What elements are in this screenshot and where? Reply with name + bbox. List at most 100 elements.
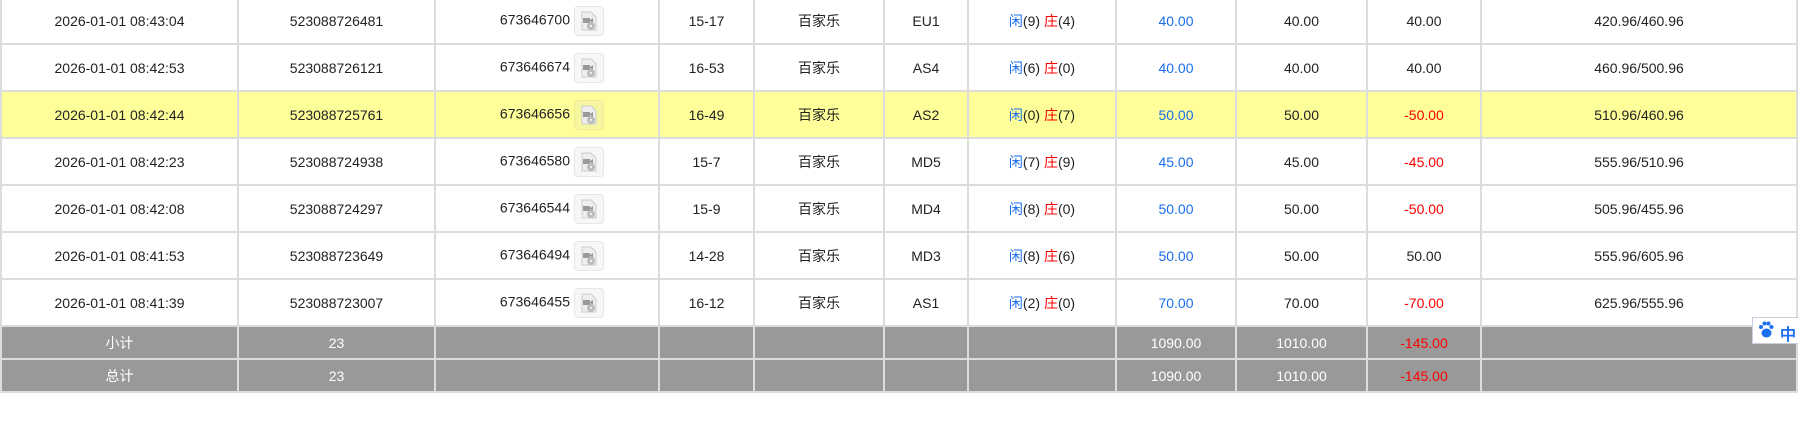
balance-change: 505.96/455.96 <box>1480 184 1798 233</box>
player-score: (6) <box>1022 59 1041 76</box>
bet-id: 523088723649 <box>237 231 436 280</box>
balance-change: 460.96/500.96 <box>1480 43 1798 92</box>
balance-change: 555.96/510.96 <box>1480 137 1798 186</box>
total-valid: 1010.00 <box>1235 358 1368 393</box>
baidu-paw-icon <box>1758 321 1774 344</box>
banker-score: (0) <box>1057 59 1076 76</box>
subtotal-count: 23 <box>237 325 436 360</box>
win-loss: -50.00 <box>1366 90 1482 139</box>
table-name: MD4 <box>883 184 969 233</box>
round-cell: 673646580 <box>434 137 660 186</box>
game-result: 闲(6) 庄(0) <box>967 43 1117 92</box>
win-loss: -70.00 <box>1366 278 1482 327</box>
balance-change: 625.96/555.96 <box>1480 278 1798 327</box>
player-label: 闲 <box>1008 294 1023 311</box>
game-result: 闲(8) 庄(6) <box>967 231 1117 280</box>
subtotal-valid: 1010.00 <box>1235 325 1368 360</box>
balance-change: 420.96/460.96 <box>1480 0 1798 45</box>
bet-amount: 40.00 <box>1115 43 1237 92</box>
subtotal-bet: 1090.00 <box>1115 325 1237 360</box>
table-name: MD5 <box>883 137 969 186</box>
table-row: 2026-01-01 08:41:53 523088723649 673646494… <box>0 231 1798 280</box>
banker-score: (4) <box>1057 12 1076 29</box>
player-label: 闲 <box>1008 59 1023 76</box>
round-id: 673646455 <box>499 293 570 310</box>
round-cell: 673646674 <box>434 43 660 92</box>
ime-indicator[interactable]: 中 <box>1752 317 1798 344</box>
player-score: (8) <box>1022 200 1041 217</box>
video-replay-icon[interactable] <box>574 240 604 271</box>
game-name: 百家乐 <box>753 0 885 45</box>
win-loss: -50.00 <box>1366 184 1482 233</box>
video-replay-icon[interactable] <box>574 193 604 224</box>
win-loss: -45.00 <box>1366 137 1482 186</box>
total-row: 总计 23 1090.00 1010.00 -145.00 <box>0 358 1798 393</box>
total-label: 总计 <box>0 358 239 393</box>
bet-time: 2026-01-01 08:41:39 <box>0 278 239 327</box>
banker-score: (7) <box>1057 106 1076 123</box>
video-replay-icon[interactable] <box>574 5 604 36</box>
player-score: (7) <box>1022 153 1041 170</box>
valid-bet: 50.00 <box>1235 90 1368 139</box>
table-name: AS4 <box>883 43 969 92</box>
player-label: 闲 <box>1008 12 1023 29</box>
game-name: 百家乐 <box>753 137 885 186</box>
round-id: 673646674 <box>499 58 570 75</box>
bet-id: 523088724938 <box>237 137 436 186</box>
bet-id: 523088724297 <box>237 184 436 233</box>
bet-amount: 50.00 <box>1115 231 1237 280</box>
valid-bet: 40.00 <box>1235 0 1368 45</box>
player-score: (0) <box>1022 106 1041 123</box>
table-row: 2026-01-01 08:42:23 523088724938 673646580… <box>0 137 1798 186</box>
round-id: 673646656 <box>499 105 570 122</box>
win-loss: 50.00 <box>1366 231 1482 280</box>
table-row: 2026-01-01 08:41:39 523088723007 673646455… <box>0 278 1798 327</box>
bet-amount: 50.00 <box>1115 184 1237 233</box>
shoe-number: 14-28 <box>658 231 755 280</box>
round-cell: 673646544 <box>434 184 660 233</box>
round-cell: 673646656 <box>434 90 660 139</box>
player-score: (9) <box>1022 12 1041 29</box>
banker-label: 庄 <box>1043 59 1058 76</box>
total-win: -145.00 <box>1366 358 1482 393</box>
player-label: 闲 <box>1008 247 1023 264</box>
total-count: 23 <box>237 358 436 393</box>
bet-time: 2026-01-01 08:42:53 <box>0 43 239 92</box>
shoe-number: 15-7 <box>658 137 755 186</box>
subtotal-row: 小计 23 1090.00 1010.00 -145.00 <box>0 325 1798 360</box>
table-row: 2026-01-01 08:42:53 523088726121 673646674… <box>0 43 1798 92</box>
video-replay-icon[interactable] <box>574 99 604 130</box>
bet-id: 523088726481 <box>237 0 436 45</box>
player-score: (8) <box>1022 247 1041 264</box>
game-result: 闲(2) 庄(0) <box>967 278 1117 327</box>
game-name: 百家乐 <box>753 231 885 280</box>
table-name: AS1 <box>883 278 969 327</box>
bet-id: 523088723007 <box>237 278 436 327</box>
win-loss: 40.00 <box>1366 0 1482 45</box>
valid-bet: 45.00 <box>1235 137 1368 186</box>
balance-change: 555.96/605.96 <box>1480 231 1798 280</box>
valid-bet: 70.00 <box>1235 278 1368 327</box>
video-replay-icon[interactable] <box>574 146 604 177</box>
shoe-number: 16-49 <box>658 90 755 139</box>
video-replay-icon[interactable] <box>574 52 604 83</box>
shoe-number: 15-17 <box>658 0 755 45</box>
banker-label: 庄 <box>1043 294 1058 311</box>
valid-bet: 50.00 <box>1235 231 1368 280</box>
game-result: 闲(7) 庄(9) <box>967 137 1117 186</box>
video-replay-icon[interactable] <box>574 287 604 318</box>
bet-amount: 40.00 <box>1115 0 1237 45</box>
player-score: (2) <box>1022 294 1041 311</box>
banker-score: (0) <box>1057 200 1076 217</box>
table-name: AS2 <box>883 90 969 139</box>
subtotal-label: 小计 <box>0 325 239 360</box>
shoe-number: 16-12 <box>658 278 755 327</box>
player-label: 闲 <box>1008 200 1023 217</box>
bet-id: 523088725761 <box>237 90 436 139</box>
round-cell: 673646455 <box>434 278 660 327</box>
ime-mode-label: 中 <box>1780 327 1797 344</box>
game-name: 百家乐 <box>753 90 885 139</box>
bet-time: 2026-01-01 08:43:04 <box>0 0 239 45</box>
game-name: 百家乐 <box>753 43 885 92</box>
valid-bet: 40.00 <box>1235 43 1368 92</box>
